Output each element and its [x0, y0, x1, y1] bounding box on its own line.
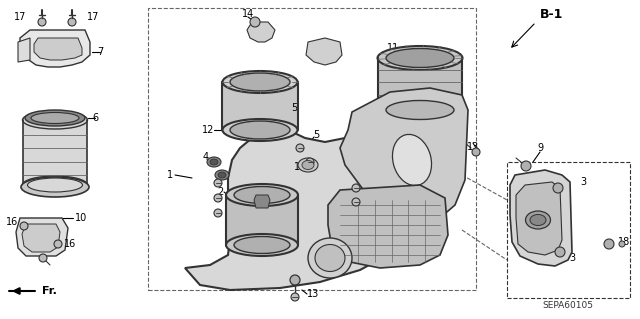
Ellipse shape — [234, 236, 290, 254]
Circle shape — [290, 275, 300, 285]
Text: 10: 10 — [75, 213, 87, 223]
Polygon shape — [16, 218, 68, 256]
Ellipse shape — [25, 110, 85, 126]
Polygon shape — [185, 100, 460, 290]
Bar — [226, 195, 298, 245]
Text: 5: 5 — [313, 130, 319, 140]
Circle shape — [306, 158, 314, 166]
Text: 13: 13 — [307, 289, 319, 299]
Ellipse shape — [378, 98, 463, 122]
Text: 11: 11 — [387, 43, 399, 53]
Bar — [378, 58, 462, 110]
Text: 4: 4 — [203, 152, 209, 162]
Circle shape — [291, 293, 299, 301]
Bar — [222, 82, 298, 130]
Text: 8: 8 — [330, 47, 336, 57]
Circle shape — [214, 209, 222, 217]
Text: 7: 7 — [97, 47, 103, 57]
Circle shape — [39, 254, 47, 262]
Ellipse shape — [22, 176, 88, 194]
Text: 17: 17 — [14, 12, 26, 22]
Circle shape — [20, 222, 28, 230]
Ellipse shape — [210, 159, 218, 165]
Bar — [507, 162, 630, 298]
Circle shape — [472, 148, 480, 156]
Ellipse shape — [378, 46, 463, 70]
Circle shape — [38, 18, 46, 26]
Ellipse shape — [28, 178, 83, 192]
Ellipse shape — [223, 71, 298, 93]
Ellipse shape — [218, 172, 226, 178]
Text: 2: 2 — [355, 182, 361, 192]
Circle shape — [68, 18, 76, 26]
Text: 6: 6 — [92, 113, 98, 123]
Polygon shape — [306, 38, 342, 65]
Circle shape — [553, 183, 563, 193]
Circle shape — [296, 144, 304, 152]
Ellipse shape — [302, 160, 314, 169]
Ellipse shape — [223, 119, 298, 141]
Polygon shape — [328, 185, 448, 268]
Ellipse shape — [226, 234, 298, 256]
Text: 3: 3 — [580, 177, 586, 187]
Ellipse shape — [386, 100, 454, 120]
Text: 14: 14 — [242, 9, 254, 19]
Ellipse shape — [392, 134, 431, 186]
Polygon shape — [516, 182, 562, 255]
Text: 5: 5 — [291, 103, 297, 113]
Polygon shape — [18, 38, 30, 62]
Ellipse shape — [308, 238, 352, 278]
Ellipse shape — [226, 184, 298, 206]
Polygon shape — [254, 195, 270, 208]
Circle shape — [214, 179, 222, 187]
Text: Fr.: Fr. — [42, 286, 57, 296]
Text: 2: 2 — [217, 170, 223, 180]
Text: 16: 16 — [6, 217, 18, 227]
Polygon shape — [340, 88, 468, 225]
Circle shape — [352, 198, 360, 206]
Polygon shape — [20, 30, 90, 67]
Polygon shape — [247, 22, 275, 42]
Ellipse shape — [207, 157, 221, 167]
Circle shape — [214, 194, 222, 202]
Ellipse shape — [31, 113, 79, 123]
Polygon shape — [34, 38, 82, 60]
Circle shape — [604, 239, 614, 249]
Circle shape — [619, 241, 625, 247]
Text: 1: 1 — [167, 170, 173, 180]
Bar — [23, 120, 87, 185]
Text: SEPA60105: SEPA60105 — [543, 301, 593, 310]
Bar — [148, 8, 476, 290]
Ellipse shape — [525, 211, 550, 229]
Polygon shape — [22, 224, 60, 252]
Text: 9: 9 — [537, 143, 543, 153]
Text: 2: 2 — [217, 187, 223, 197]
Ellipse shape — [298, 158, 318, 172]
Text: 13: 13 — [467, 142, 479, 152]
Text: 18: 18 — [618, 237, 630, 247]
Circle shape — [352, 184, 360, 192]
Text: B-1: B-1 — [540, 8, 563, 20]
Ellipse shape — [234, 187, 290, 204]
Ellipse shape — [21, 177, 89, 197]
Text: 16: 16 — [64, 239, 76, 249]
Circle shape — [54, 240, 62, 248]
Ellipse shape — [315, 244, 345, 271]
Circle shape — [555, 247, 565, 257]
Ellipse shape — [230, 73, 290, 91]
Circle shape — [521, 161, 531, 171]
Polygon shape — [510, 170, 572, 266]
Text: 17: 17 — [87, 12, 99, 22]
Circle shape — [250, 17, 260, 27]
Ellipse shape — [215, 170, 229, 180]
Text: 15: 15 — [294, 162, 306, 172]
Ellipse shape — [530, 214, 546, 226]
Ellipse shape — [22, 111, 88, 129]
Text: 12: 12 — [202, 125, 214, 135]
Ellipse shape — [230, 121, 290, 139]
Text: 3: 3 — [569, 253, 575, 263]
Ellipse shape — [386, 48, 454, 68]
